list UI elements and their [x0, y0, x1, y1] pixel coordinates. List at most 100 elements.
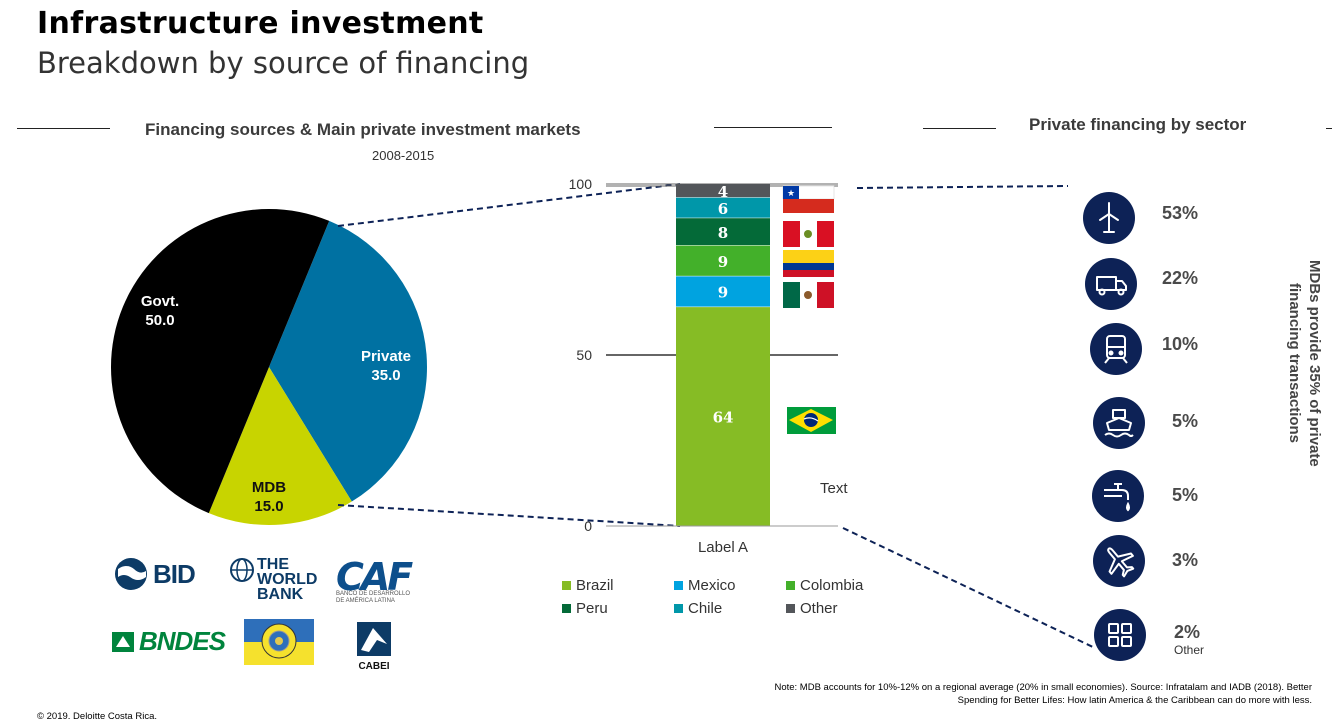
mexico-flag [783, 282, 834, 308]
pie-label-mdb-value: 15.0 [254, 498, 284, 515]
y-tick-label-100: 100 [569, 176, 593, 192]
bar-value-label-other: 4 [718, 183, 728, 201]
legend-label-other: Other [800, 600, 838, 617]
pie-label-govt-name: Govt. [140, 293, 180, 310]
heading-rule-right [923, 128, 996, 129]
page-subtitle: Breakdown by source of financing [37, 46, 530, 80]
footnote-line-2: Spending for Better Lifes: How latin Ame… [957, 695, 1312, 706]
caf-logo: CAF BANCO DE DESARROLLO DE AMÉRICA LATIN… [336, 555, 413, 604]
legend-label-chile: Chile [688, 600, 723, 617]
bid-globe-icon [115, 558, 147, 590]
ship-icon [1104, 409, 1134, 438]
sector-circle-water [1092, 470, 1144, 522]
svg-text:★: ★ [787, 188, 795, 198]
legend-label-mexico: Mexico [688, 577, 736, 594]
legend-item-colombia: Colombia [786, 577, 863, 594]
legend-swatch-other [786, 604, 795, 613]
legend-swatch-chile [674, 604, 683, 613]
legend-label-brazil: Brazil [576, 577, 614, 594]
colombia-flag [783, 250, 834, 277]
bndes-logo: BNDES [112, 626, 226, 657]
pie-label-govt-value: 50.0 [145, 312, 175, 329]
bar-segment-brazil [676, 307, 770, 526]
footnote: Note: MDB accounts for 10%-12% on a regi… [612, 681, 1312, 707]
bar-value-label-peru: 8 [718, 224, 728, 242]
caf-subtext-1: BANCO DE DESARROLLO [336, 591, 411, 597]
connector-line-right-bottom [842, 527, 1096, 649]
pie-label-private-name: Private [360, 348, 412, 365]
worldbank-text-2: WORLD [257, 571, 318, 588]
sector-pct-ports: 5% [1172, 411, 1199, 431]
grid-icon [1108, 623, 1132, 647]
sector-pct-airports: 3% [1172, 550, 1199, 570]
page-title: Infrastructure investment [37, 6, 484, 41]
bndes-mark-icon [112, 631, 134, 652]
water-tap-icon [1104, 483, 1130, 512]
caf-subtext-2: DE AMÉRICA LATINA [336, 598, 395, 604]
sector-circle-ports [1093, 397, 1145, 449]
bid-logo-text: BID [153, 558, 196, 589]
stacked-bar-chart: 0 50 100 64 9 9 8 64 [569, 176, 838, 534]
sector-pct-transport: 22% [1162, 268, 1199, 288]
pie-label-private-value: 35.0 [371, 367, 401, 384]
right-section-heading: Private financing by sector [1029, 115, 1247, 134]
bar-segment-other [676, 184, 770, 198]
worldbank-text-1: THE [257, 556, 289, 573]
sector-circle-other [1094, 609, 1146, 661]
cabei-logo: CABEI [354, 620, 394, 672]
heading-rule-left [17, 128, 110, 129]
worldbank-logo-text: THE WORLD BANK [257, 556, 318, 603]
sector-pct-other: 2% [1174, 622, 1201, 642]
mdb-vertical-note: MDBs provide 35% of private financing tr… [1286, 259, 1323, 467]
bar-value-label-chile: 6 [718, 200, 728, 218]
y-tick-label-50: 50 [576, 347, 592, 363]
legend-item-peru: Peru [562, 600, 608, 617]
pie-slice-govt [110, 208, 330, 514]
bar-segment-colombia [676, 245, 770, 276]
y-tick-label-0: 0 [584, 518, 592, 534]
pie-label-mdb-name: MDB [251, 479, 287, 496]
chile-flag: ★ [782, 185, 835, 213]
bar-segment-peru [676, 218, 770, 246]
copyright: © 2019. Deloitte Costa Rica. [37, 711, 158, 722]
sector-circle-airports [1093, 535, 1145, 587]
legend-item-chile: Chile [674, 600, 722, 617]
pie-slice-private [269, 220, 428, 502]
pie-chart [110, 208, 428, 526]
connector-line-top [337, 183, 681, 227]
bar-category-label: Label A [697, 539, 749, 556]
pie-slice-mdb [208, 367, 352, 526]
worldbank-text-3: BANK [257, 586, 304, 603]
wind-turbine-icon [1099, 202, 1119, 233]
sector-circle-rail [1090, 323, 1142, 375]
sector-pct-rail: 10% [1162, 334, 1199, 354]
worldbank-globe-icon [230, 558, 254, 582]
legend-item-brazil: Brazil [562, 577, 614, 594]
legend-label-colombia: Colombia [800, 577, 864, 594]
cabei-logo-text: CABEI [358, 661, 390, 672]
sector-sub-other: Other [1174, 643, 1205, 657]
bid-logo: BID [112, 557, 196, 591]
bar-value-label-brazil: 64 [713, 409, 734, 427]
sector-circle-energy [1083, 192, 1135, 244]
pie-label-private: Private 35.0 [345, 347, 427, 385]
brazil-flag [787, 407, 836, 434]
pie-label-govt: Govt. 50.0 [122, 292, 198, 330]
heading-rule-right-end [1326, 128, 1332, 129]
bndes-logo-text: BNDES [139, 626, 226, 656]
legend-swatch-colombia [786, 581, 795, 590]
bar-value-label-colombia: 9 [718, 253, 728, 271]
bar-value-label-mexico: 9 [718, 284, 728, 302]
truck-icon [1096, 276, 1127, 296]
period-label: 2008-2015 [372, 148, 435, 163]
legend-swatch-brazil [562, 581, 571, 590]
caf-logo-text: CAF [336, 555, 413, 599]
peru-flag [783, 221, 834, 247]
central-america-bank-seal [244, 619, 314, 665]
caf-logo-subtext: BANCO DE DESARROLLO DE AMÉRICA LATINA [336, 591, 410, 605]
airplane-icon [1107, 547, 1135, 578]
legend-swatch-mexico [674, 581, 683, 590]
legend-swatch-peru [562, 604, 571, 613]
train-icon [1104, 335, 1128, 364]
bar-segment-chile [676, 197, 770, 218]
